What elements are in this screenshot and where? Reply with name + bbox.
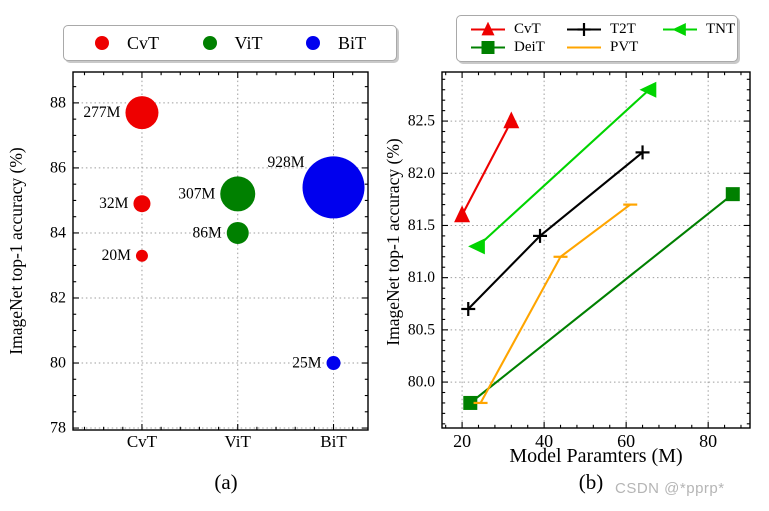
svg-text:86M: 86M	[192, 224, 222, 241]
legend-item-bit: BiT	[305, 33, 366, 54]
legend-item-t2t: T2T	[565, 21, 661, 38]
svg-text:32M: 32M	[99, 195, 129, 212]
legend-right: CvT T2T TNT DeiT PVT	[456, 15, 738, 62]
svg-text:307M: 307M	[178, 185, 215, 202]
caption-a: (a)	[214, 470, 238, 494]
svg-text:20: 20	[453, 431, 471, 451]
svg-text:928M: 928M	[267, 154, 304, 171]
legend-item-pvt: PVT	[565, 39, 661, 56]
watermark: CSDN @*pprp*	[615, 480, 725, 497]
svg-text:40: 40	[535, 431, 553, 451]
legend-item-cvt: CvT	[469, 21, 565, 38]
legend-item-deit: DeiT	[469, 39, 565, 56]
svg-text:81.0: 81.0	[408, 269, 435, 286]
legend-label: CvT	[514, 21, 541, 37]
cvt-circle-marker-icon	[95, 36, 109, 50]
svg-text:82.5: 82.5	[408, 113, 435, 130]
svg-text:277M: 277M	[83, 104, 120, 121]
svg-text:ImageNet top-1 accuracy (%): ImageNet top-1 accuracy (%)	[383, 138, 403, 346]
svg-text:ImageNet top-1 accuracy (%): ImageNet top-1 accuracy (%)	[6, 147, 26, 355]
svg-text:82: 82	[50, 289, 66, 306]
legend-label: BiT	[337, 32, 366, 53]
svg-text:81.5: 81.5	[408, 217, 435, 234]
legend-item-tnt: TNT	[661, 21, 735, 38]
svg-text:88: 88	[50, 94, 66, 111]
pvt-hline-marker-icon	[567, 46, 601, 49]
legend-label: ViT	[234, 32, 263, 53]
svg-text:CvT: CvT	[127, 432, 158, 451]
svg-text:78: 78	[50, 420, 66, 437]
legend-label: DeiT	[514, 39, 545, 55]
t2t-plus-marker-icon	[567, 23, 601, 36]
deit-square-marker-icon	[471, 41, 505, 54]
svg-text:82.0: 82.0	[408, 165, 435, 182]
svg-text:80: 80	[50, 355, 66, 372]
svg-text:86: 86	[50, 159, 66, 176]
legend-label: T2T	[610, 21, 636, 37]
legend-item-cvt: CvT	[94, 33, 159, 54]
legend-label: CvT	[127, 32, 160, 53]
legend-label: PVT	[610, 39, 639, 55]
bit-circle-marker-icon	[305, 36, 320, 50]
tnt-triangle-left-marker-icon	[663, 23, 697, 36]
svg-text:Model Paramters (M): Model Paramters (M)	[509, 445, 682, 467]
svg-text:25M: 25M	[292, 355, 322, 372]
caption-b: (b)	[578, 470, 604, 494]
cvt-triangle-up-marker-icon	[471, 22, 505, 36]
svg-text:80: 80	[699, 431, 717, 451]
svg-text:80.5: 80.5	[408, 321, 435, 338]
svg-text:60: 60	[617, 431, 635, 451]
legend-label: TNT	[706, 21, 736, 37]
svg-text:20M: 20M	[102, 247, 132, 264]
legend-item-vit: ViT	[202, 32, 263, 54]
svg-text:BiT: BiT	[320, 432, 347, 451]
svg-text:84: 84	[50, 224, 66, 241]
legend-left: CvT ViT BiT	[63, 25, 397, 61]
svg-text:ViT: ViT	[225, 432, 252, 451]
svg-text:80.0: 80.0	[408, 374, 435, 391]
vit-circle-marker-icon	[202, 36, 217, 50]
